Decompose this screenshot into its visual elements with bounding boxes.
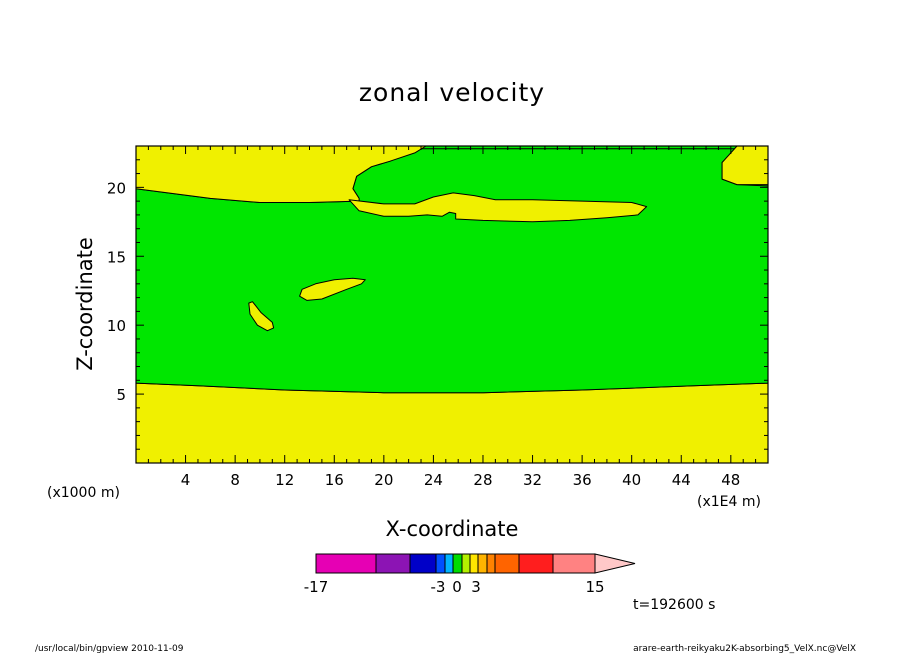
y-axis-ticks: 5 10 15 20 [107,159,768,450]
y-tick-label: 5 [116,386,126,404]
plot-frame [135,145,769,464]
x-tick-label: 48 [721,471,740,489]
colorbar: -17 -3 0 3 15 [304,553,636,596]
x-tick-label: 16 [325,471,344,489]
colorbar-swatch [494,553,520,574]
y-unit-note: (x1000 m) [47,485,120,501]
contour-region-1 [135,382,769,464]
x-unit-note: (x1E4 m) [697,494,761,510]
x-tick-label: 40 [622,471,641,489]
y-tick-label: 15 [107,248,126,266]
contour-region-3 [135,145,427,203]
colorbar-label: 0 [452,578,462,596]
x-tick-label: 36 [573,471,592,489]
colorbar-label: 15 [585,578,604,596]
y-axis-label: Z-coordinate [73,237,97,371]
colorbar-swatch [435,553,446,574]
colorbar-swatch [469,553,479,574]
x-tick-label: 8 [230,471,240,489]
contour-regions [135,145,769,464]
colorbar-swatch [461,553,471,574]
colorbar-label: -17 [304,578,329,596]
colorbar-arrow [594,553,636,574]
x-tick-label: 32 [523,471,542,489]
footer-right: arare-earth-reikyaku2K-absorbing5_VelX.n… [633,644,856,654]
x-tick-label: 12 [275,471,294,489]
chart-title: zonal velocity [359,78,545,107]
colorbar-swatch [444,553,454,574]
time-label: t=192600 s [633,597,715,613]
x-tick-label: 28 [473,471,492,489]
x-tick-label: 4 [181,471,191,489]
footer-left: /usr/local/bin/gpview 2010-11-09 [35,644,184,654]
contour-region-5 [348,192,648,223]
colorbar-swatch [518,553,554,574]
y-tick-label: 20 [107,179,126,197]
colorbar-label: -3 [431,578,446,596]
contour-region-7 [248,301,275,332]
y-tick-label: 10 [107,317,126,335]
colorbar-swatch [477,553,488,574]
colorbar-swatch [315,553,377,574]
x-tick-label: 20 [374,471,393,489]
colorbar-swatch [552,553,596,574]
x-tick-label: 44 [672,471,691,489]
x-axis-label: X-coordinate [386,517,519,541]
colorbar-swatch [452,553,463,574]
contour-region-6 [299,277,366,301]
colorbar-swatch [409,553,437,574]
colorbar-swatch [486,553,496,574]
colorbar-label: 3 [471,578,481,596]
x-axis-ticks: 4 8 12 16 20 24 28 32 36 40 44 48 [147,146,757,489]
x-tick-label: 24 [424,471,443,489]
colorbar-swatch [375,553,411,574]
